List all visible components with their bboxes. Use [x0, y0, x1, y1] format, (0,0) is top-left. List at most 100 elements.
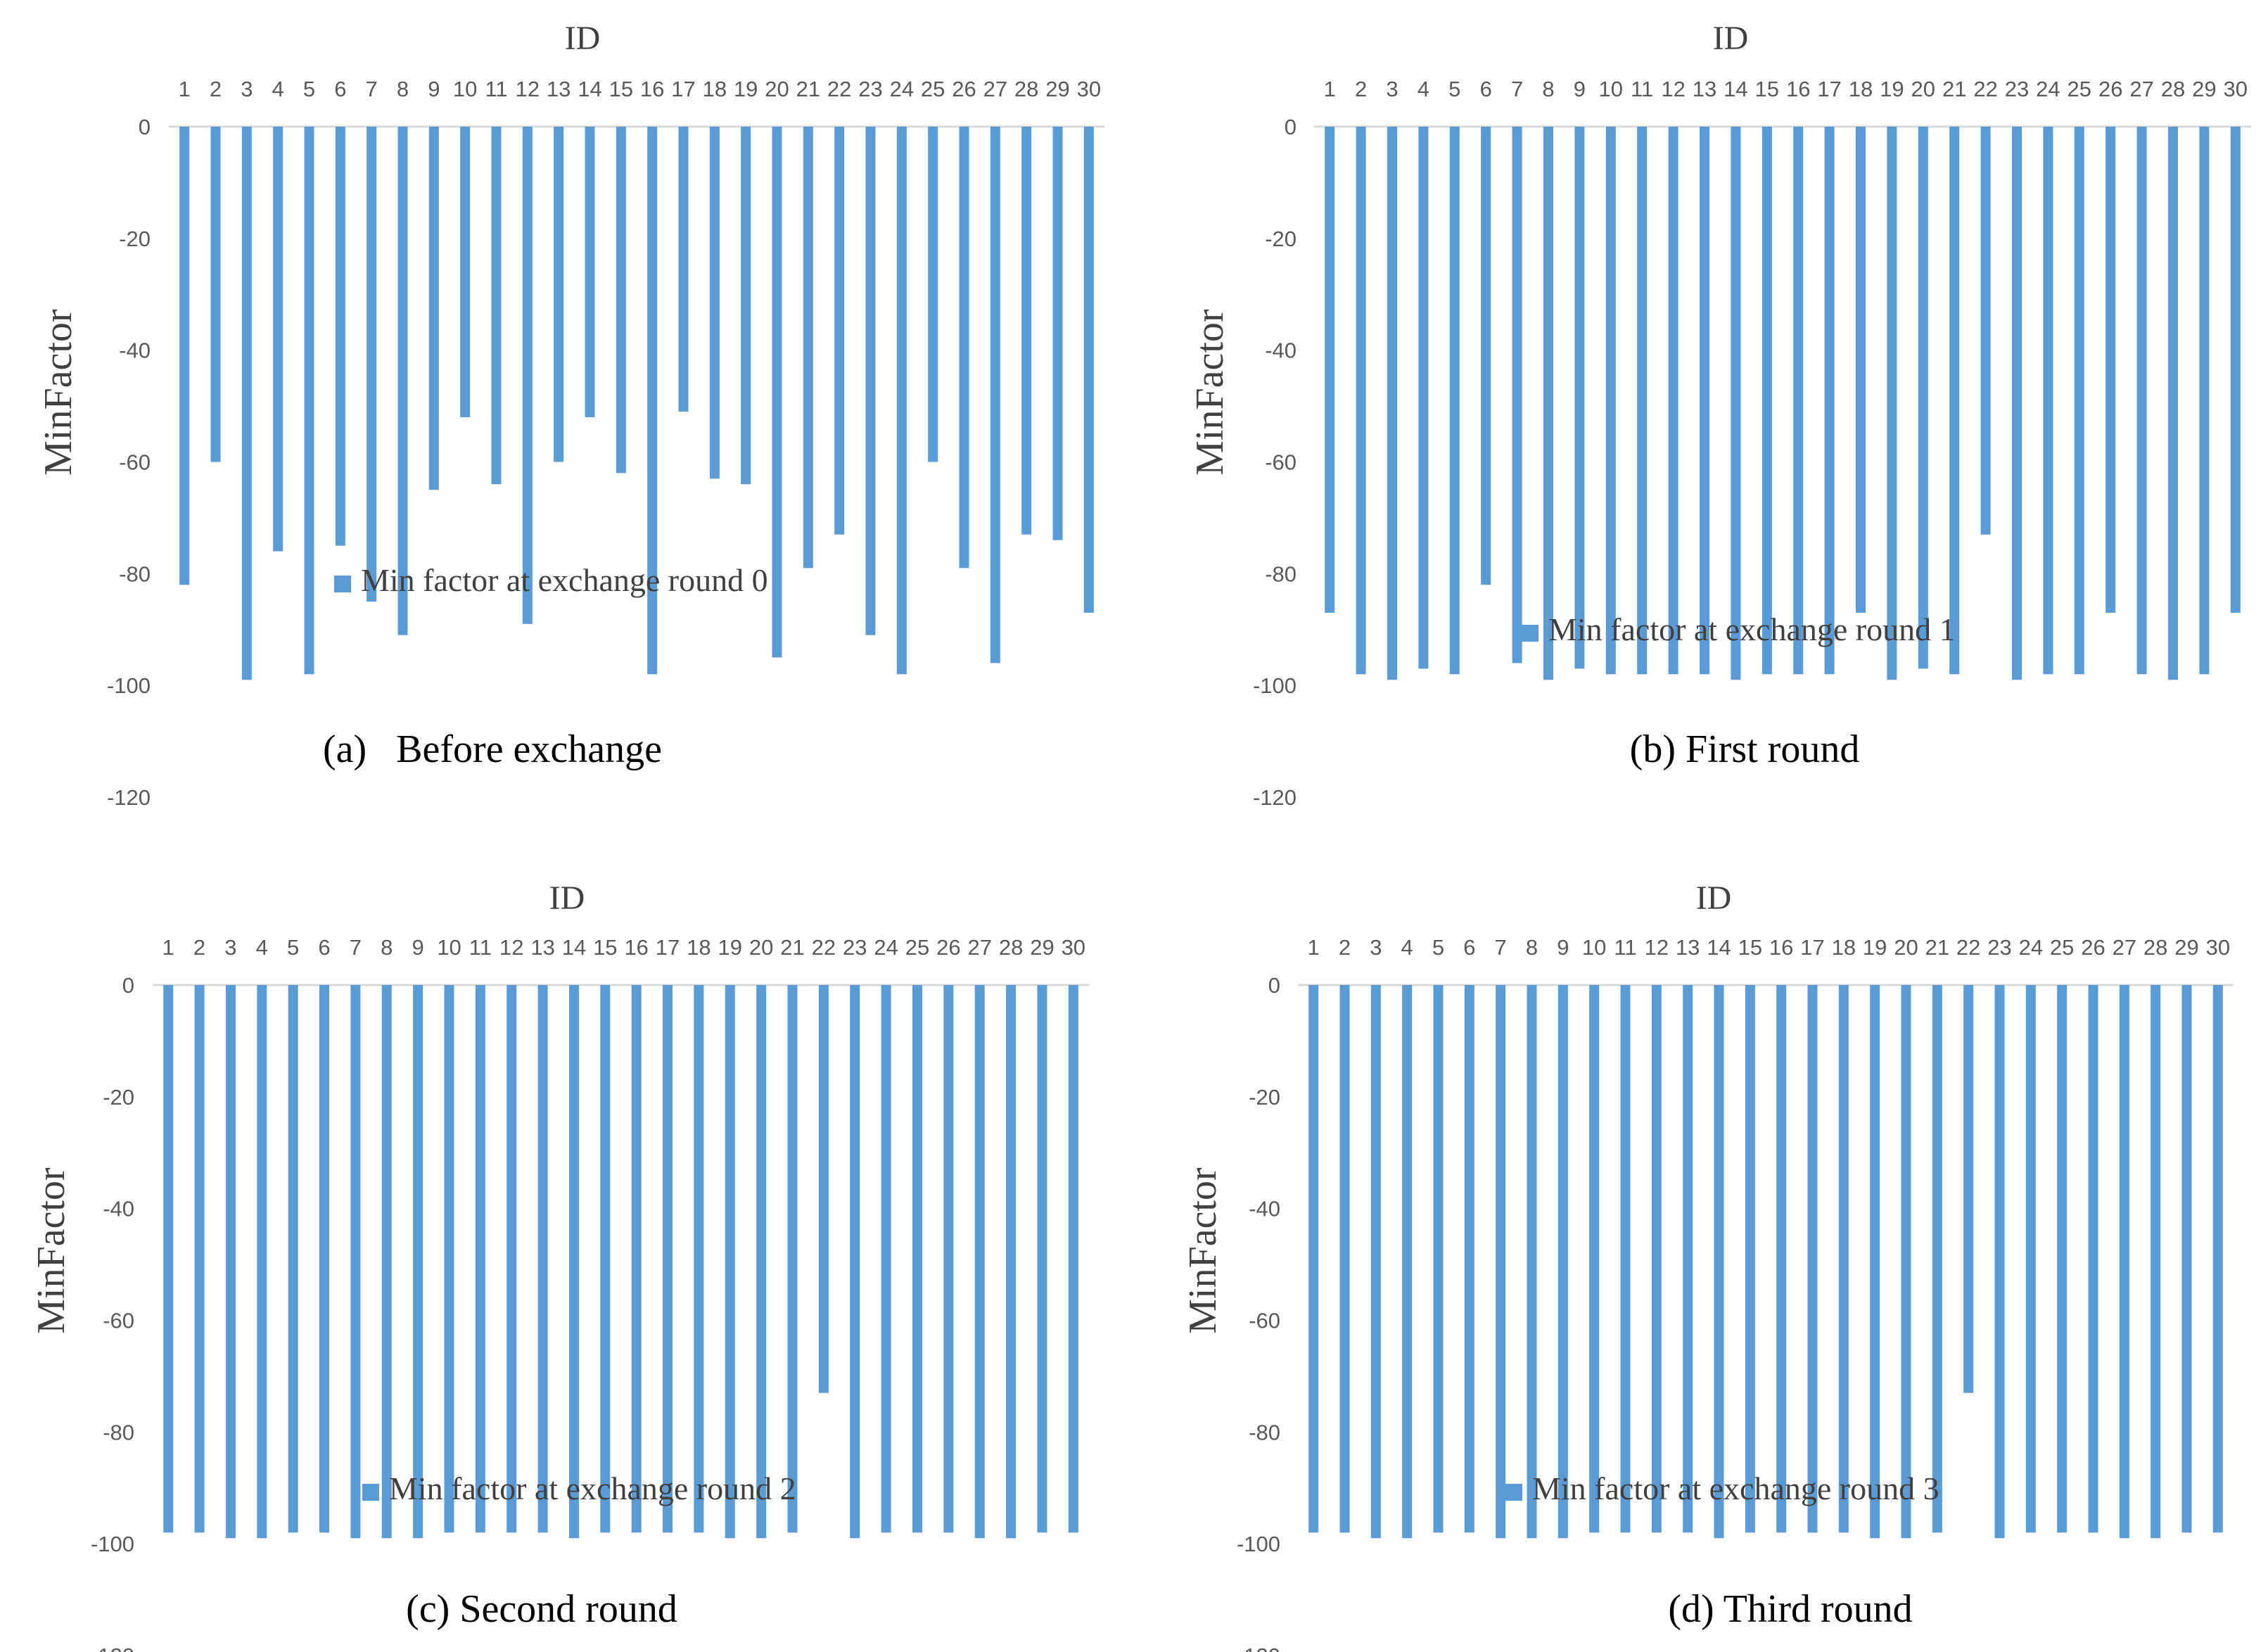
bar-id-12 [1668, 127, 1678, 675]
bar-id-28 [2168, 127, 2178, 680]
x-tick-label: 4 [1401, 935, 1413, 960]
x-tick-label: 16 [1769, 935, 1793, 960]
x-tick-label: 19 [718, 935, 742, 960]
bar-id-17 [1824, 127, 1835, 675]
bar-id-12 [507, 985, 517, 1533]
x-tick-label: 7 [1495, 935, 1507, 960]
x-tick-label: 3 [224, 935, 236, 960]
bar-id-30 [1068, 985, 1078, 1533]
x-tick-label: 17 [1817, 77, 1841, 101]
x-tick-label: 9 [412, 935, 423, 960]
legend-label: Min factor at exchange round 3 [1532, 1470, 1939, 1506]
x-tick-label: 1 [179, 77, 191, 101]
x-tick-label: 30 [2206, 935, 2230, 960]
x-tick-label: 23 [1987, 935, 2011, 960]
x-tick-label: 11 [469, 935, 492, 960]
y-tick-label: -40 [1265, 338, 1297, 363]
bar-id-27 [2136, 127, 2147, 675]
y-tick-label: 0 [122, 973, 134, 998]
bar-id-3 [1387, 127, 1397, 680]
x-tick-label: 28 [1014, 77, 1038, 101]
y-tick-label: -120 [1237, 1644, 1280, 1652]
bar-id-13 [537, 985, 548, 1533]
bar-id-18 [1838, 985, 1849, 1533]
bar-id-9 [1557, 985, 1568, 1539]
bar-id-13 [554, 127, 564, 462]
x-tick-label: 3 [241, 77, 253, 101]
x-axis-title: ID [1713, 20, 1749, 57]
legend-label: Min factor at exchange round 1 [1548, 611, 1956, 647]
bar-id-5 [288, 985, 298, 1533]
y-tick-label: -80 [1265, 561, 1297, 586]
bar-id-18 [709, 127, 720, 479]
x-tick-label: 8 [1542, 77, 1554, 101]
x-tick-label: 6 [1480, 77, 1492, 101]
bar-id-15 [1745, 985, 1755, 1533]
x-tick-label: 12 [499, 935, 523, 960]
bar-id-4 [273, 127, 284, 552]
x-tick-label: 25 [2050, 935, 2074, 960]
bar-id-19 [1887, 127, 1897, 680]
x-tick-label: 21 [1942, 77, 1966, 101]
bar-id-5 [304, 127, 314, 675]
bar-id-10 [444, 985, 454, 1533]
x-tick-label: 15 [1738, 935, 1762, 960]
x-tick-label: 10 [437, 935, 461, 960]
bar-id-20 [772, 127, 782, 658]
chart-panel-c: 0-20-40-60-80-100-1201234567891011121314… [30, 879, 1089, 1652]
y-axis-title: MinFactor [1181, 1167, 1225, 1334]
y-tick-label: -20 [119, 227, 151, 251]
y-tick-label: -20 [103, 1085, 134, 1110]
y-tick-label: -60 [103, 1309, 134, 1333]
x-tick-label: 27 [2113, 935, 2136, 960]
bar-id-26 [959, 127, 969, 568]
x-tick-label: 6 [318, 935, 330, 960]
x-axis-title: ID [565, 20, 601, 57]
x-tick-label: 4 [256, 935, 268, 960]
x-tick-label: 3 [1386, 77, 1398, 101]
bar-id-2 [194, 985, 205, 1533]
bar-id-22 [1980, 127, 1991, 535]
x-tick-label: 13 [530, 935, 554, 960]
x-tick-label: 28 [2161, 77, 2185, 101]
x-tick-label: 28 [2143, 935, 2167, 960]
y-tick-label: -60 [1265, 450, 1297, 475]
x-tick-label: 11 [1631, 77, 1653, 101]
bar-id-18 [1856, 127, 1866, 613]
y-tick-label: 0 [139, 115, 151, 139]
bar-id-28 [1021, 127, 1032, 535]
bar-id-23 [850, 985, 860, 1539]
bar-id-1 [163, 985, 174, 1533]
y-tick-label: 0 [1268, 973, 1280, 998]
x-tick-label: 12 [516, 77, 540, 101]
legend-label: Min factor at exchange round 0 [361, 562, 768, 598]
bar-id-6 [319, 985, 330, 1533]
x-tick-label: 10 [453, 77, 477, 101]
bar-id-29 [1052, 127, 1063, 540]
x-tick-label: 18 [687, 935, 711, 960]
bar-id-14 [1714, 985, 1724, 1539]
x-tick-label: 27 [983, 77, 1007, 101]
x-tick-label: 11 [485, 77, 507, 101]
x-tick-label: 6 [1463, 935, 1475, 960]
bar-id-6 [1464, 985, 1474, 1533]
bar-id-26 [2105, 127, 2116, 613]
x-tick-label: 13 [1676, 935, 1700, 960]
x-tick-label: 20 [749, 935, 773, 960]
bar-id-10 [1605, 127, 1616, 675]
bar-id-9 [428, 127, 439, 490]
bar-id-24 [896, 127, 907, 675]
x-tick-label: 2 [210, 77, 222, 101]
x-tick-label: 16 [1786, 77, 1810, 101]
x-tick-label: 30 [2224, 77, 2248, 101]
x-tick-label: 24 [2019, 935, 2043, 960]
bar-id-17 [678, 127, 689, 412]
legend-swatch [1522, 625, 1538, 642]
bar-id-2 [210, 127, 221, 462]
bar-id-4 [1418, 127, 1429, 669]
bar-id-18 [694, 985, 704, 1533]
bar-id-19 [741, 127, 751, 485]
bar-id-3 [241, 127, 252, 680]
x-tick-label: 25 [905, 935, 929, 960]
bar-id-1 [1308, 985, 1319, 1533]
